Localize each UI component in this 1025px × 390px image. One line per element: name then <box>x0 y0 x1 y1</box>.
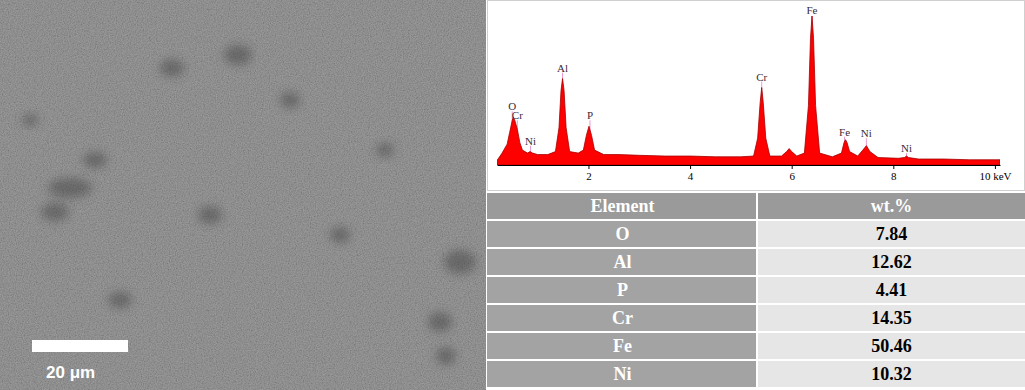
dark-spot <box>198 206 222 224</box>
cell-text: 10.32 <box>871 364 912 384</box>
cell-text: P <box>617 280 628 300</box>
table-cell <box>758 277 1025 303</box>
x-tick: 8 <box>891 165 897 182</box>
header-text: wt.% <box>871 196 913 216</box>
header-cell <box>487 193 756 219</box>
spectrum <box>497 16 1000 165</box>
table-cell <box>758 249 1025 275</box>
x-tick: 2 <box>586 165 592 182</box>
dark-spot <box>108 292 132 308</box>
cell-text: Ni <box>614 364 632 384</box>
plot-area <box>497 16 1000 165</box>
table-cell <box>487 305 756 331</box>
dark-spot <box>41 203 69 221</box>
x-axis: 2 4 6 8 10 keV <box>498 165 1012 182</box>
composition-table: Element wt.% O 7.84 Al 12.62 P 4.41 Cr 14.35 Fe 50.… <box>487 193 1025 387</box>
dark-spot <box>160 59 184 77</box>
dark-spot <box>436 347 456 365</box>
x-tick-label: 4 <box>688 170 694 182</box>
micrograph-grain <box>0 0 486 390</box>
x-tick-mark <box>588 165 589 169</box>
table-cell <box>758 333 1025 359</box>
cell-text: Cr <box>612 308 633 328</box>
dark-spot <box>22 114 38 126</box>
micrograph <box>0 0 486 390</box>
peak-label: Fe <box>807 4 818 16</box>
x-axis-line <box>498 165 1001 166</box>
peak-label: Ni <box>525 135 536 147</box>
table-cell <box>758 221 1025 247</box>
x-tick: 4 <box>688 165 694 182</box>
peak-labels: OCrNiAlPCrFeFeNiNi <box>508 4 912 155</box>
table-cell <box>758 305 1025 331</box>
x-tick-label: 8 <box>891 170 897 182</box>
peak-label: P <box>587 109 593 121</box>
x-tick: 6 <box>789 165 795 182</box>
scale-bar-label: 20 μm <box>46 363 95 382</box>
x-tick-mark <box>893 165 894 169</box>
header-cell <box>758 193 1025 219</box>
peak-label: Cr <box>512 109 523 121</box>
table-cell <box>487 221 756 247</box>
spectrum-frame <box>488 1 1025 191</box>
table-cell <box>758 361 1025 387</box>
x-tick: 10 keV <box>979 165 1011 182</box>
dark-spot <box>444 250 476 274</box>
peak-label: Al <box>557 62 568 74</box>
peak-label: Fe <box>839 126 850 138</box>
x-tick-label: 2 <box>586 170 592 182</box>
x-tick-label: 10 keV <box>979 170 1011 182</box>
cell-text: 4.41 <box>876 280 908 300</box>
table-cell <box>487 249 756 275</box>
x-tick-mark <box>995 165 996 169</box>
dark-spot <box>330 227 350 243</box>
cell-text: O <box>615 224 629 244</box>
x-tick-mark <box>792 165 793 169</box>
dark-spot <box>48 178 92 198</box>
header-text: Element <box>591 196 655 216</box>
table-cell <box>487 361 756 387</box>
table-cell <box>487 333 756 359</box>
dark-spot <box>428 312 452 332</box>
figure: 20 μm246810 keVOCrNiAlPCrFeFeNiNiElement… <box>0 0 1025 390</box>
x-tick-mark <box>690 165 691 169</box>
cell-text: 14.35 <box>871 308 912 328</box>
dark-spot <box>224 45 252 65</box>
cell-text: Fe <box>613 336 632 356</box>
x-tick-label: 6 <box>789 170 795 182</box>
peak-label: Ni <box>861 127 872 139</box>
cell-text: 7.84 <box>876 224 908 244</box>
cell-text: Al <box>614 252 632 272</box>
table-cell <box>487 277 756 303</box>
dark-spot <box>83 152 107 168</box>
dark-spot <box>376 143 394 157</box>
peak-label: Ni <box>901 142 912 154</box>
cell-text: 50.46 <box>871 336 912 356</box>
peak-label: Cr <box>756 71 767 83</box>
micrograph-background <box>0 0 486 390</box>
cell-text: 12.62 <box>871 252 912 272</box>
scale-bar <box>32 340 128 352</box>
dark-spot <box>280 92 300 108</box>
